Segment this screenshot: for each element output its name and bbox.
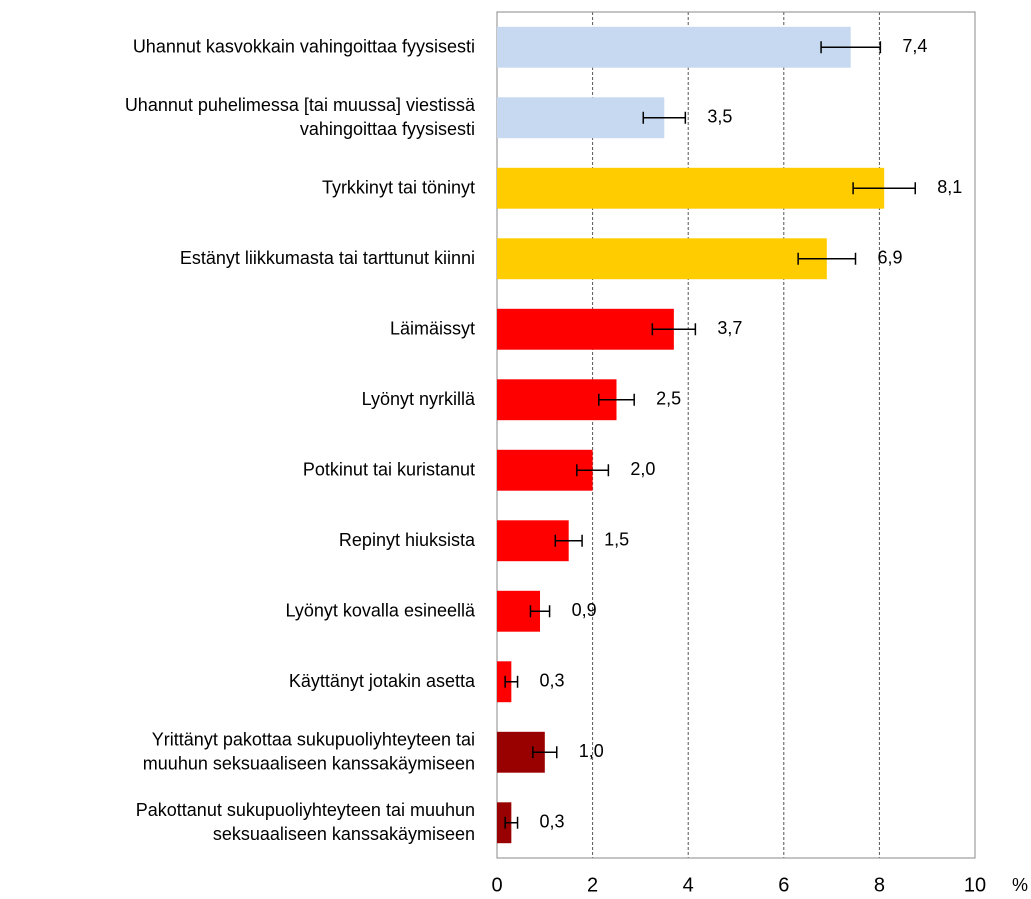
- x-axis-label: %: [1012, 875, 1028, 895]
- data-label: 0,3: [540, 671, 565, 691]
- data-label: 1,5: [604, 530, 629, 550]
- y-tick-label: Pakottanut sukupuoliyhteyteen tai muuhun…: [136, 800, 475, 844]
- label-line: Estänyt liikkumasta tai tarttunut kiinni: [180, 248, 475, 268]
- error-bar: [504, 816, 519, 829]
- error-bar: [529, 605, 551, 618]
- bar: [497, 308, 674, 350]
- data-label: 1,0: [579, 741, 604, 761]
- label-line: vahingoittaa fyysisesti: [300, 119, 475, 139]
- label-line: Käyttänyt jotakin asetta: [289, 671, 476, 691]
- error-bar: [598, 393, 635, 406]
- data-label: 8,1: [937, 177, 962, 197]
- x-tick-label: 8: [874, 874, 885, 896]
- data-label: 6,9: [878, 248, 903, 268]
- y-tick-label: Estänyt liikkumasta tai tarttunut kiinni: [180, 248, 475, 268]
- error-bar: [532, 746, 558, 759]
- bar: [497, 167, 885, 209]
- error-bar: [852, 182, 916, 195]
- data-label: 0,3: [540, 812, 565, 832]
- label-line: Lyönyt nyrkillä: [362, 389, 476, 409]
- data-label: 7,4: [902, 36, 927, 56]
- label-line: Uhannut puhelimessa [tai muussa] viestis…: [125, 95, 476, 115]
- x-tick-label: 6: [778, 874, 789, 896]
- bar: [497, 238, 827, 280]
- x-tick-label: 0: [491, 874, 502, 896]
- bar: [497, 26, 851, 68]
- data-label: 2,5: [656, 389, 681, 409]
- y-tick-label: Potkinut tai kuristanut: [303, 459, 475, 479]
- x-tick-label: 4: [683, 874, 694, 896]
- label-line: Läimäissyt: [390, 318, 475, 338]
- data-label: 2,0: [630, 459, 655, 479]
- label-line: Pakottanut sukupuoliyhteyteen tai muuhun: [136, 800, 475, 820]
- bar: [497, 661, 512, 703]
- label-line: Potkinut tai kuristanut: [303, 459, 475, 479]
- y-tick-label: Yrittänyt pakottaa sukupuoliyhteyteen ta…: [143, 729, 475, 773]
- label-line: seksuaaliseen kanssakäymiseen: [213, 824, 475, 844]
- bar: [497, 802, 512, 844]
- y-tick-label: Käyttänyt jotakin asetta: [289, 671, 476, 691]
- error-bar: [820, 41, 882, 54]
- plot-frame: [496, 11, 976, 859]
- bar: [497, 379, 617, 421]
- error-bar: [504, 675, 519, 688]
- error-bar: [797, 252, 857, 265]
- y-tick-label: Tyrkkinyt tai töninyt: [322, 177, 475, 197]
- error-bar: [651, 323, 697, 336]
- x-tick-label: 10: [964, 874, 986, 896]
- y-tick-label: Uhannut kasvokkain vahingoittaa fyysises…: [133, 36, 475, 56]
- data-label: 0,9: [572, 600, 597, 620]
- error-bar: [576, 464, 610, 477]
- label-line: muuhun seksuaaliseen kanssakäymiseen: [143, 753, 475, 773]
- label-line: Repinyt hiuksista: [339, 530, 476, 550]
- y-tick-label: Lyönyt kovalla esineellä: [286, 600, 476, 620]
- error-bar: [554, 534, 583, 547]
- label-line: Lyönyt kovalla esineellä: [286, 600, 476, 620]
- bar: [497, 97, 665, 139]
- label-line: Uhannut kasvokkain vahingoittaa fyysises…: [133, 36, 475, 56]
- y-tick-label: Repinyt hiuksista: [339, 530, 476, 550]
- data-label: 3,7: [717, 318, 742, 338]
- y-tick-label: Uhannut puhelimessa [tai muussa] viestis…: [125, 95, 476, 139]
- label-line: Yrittänyt pakottaa sukupuoliyhteyteen ta…: [152, 729, 475, 749]
- y-tick-label: Läimäissyt: [390, 318, 475, 338]
- label-line: Tyrkkinyt tai töninyt: [322, 177, 475, 197]
- x-tick-label: 2: [587, 874, 598, 896]
- data-label: 3,5: [707, 107, 732, 127]
- y-tick-label: Lyönyt nyrkillä: [362, 389, 476, 409]
- error-bar: [642, 111, 687, 124]
